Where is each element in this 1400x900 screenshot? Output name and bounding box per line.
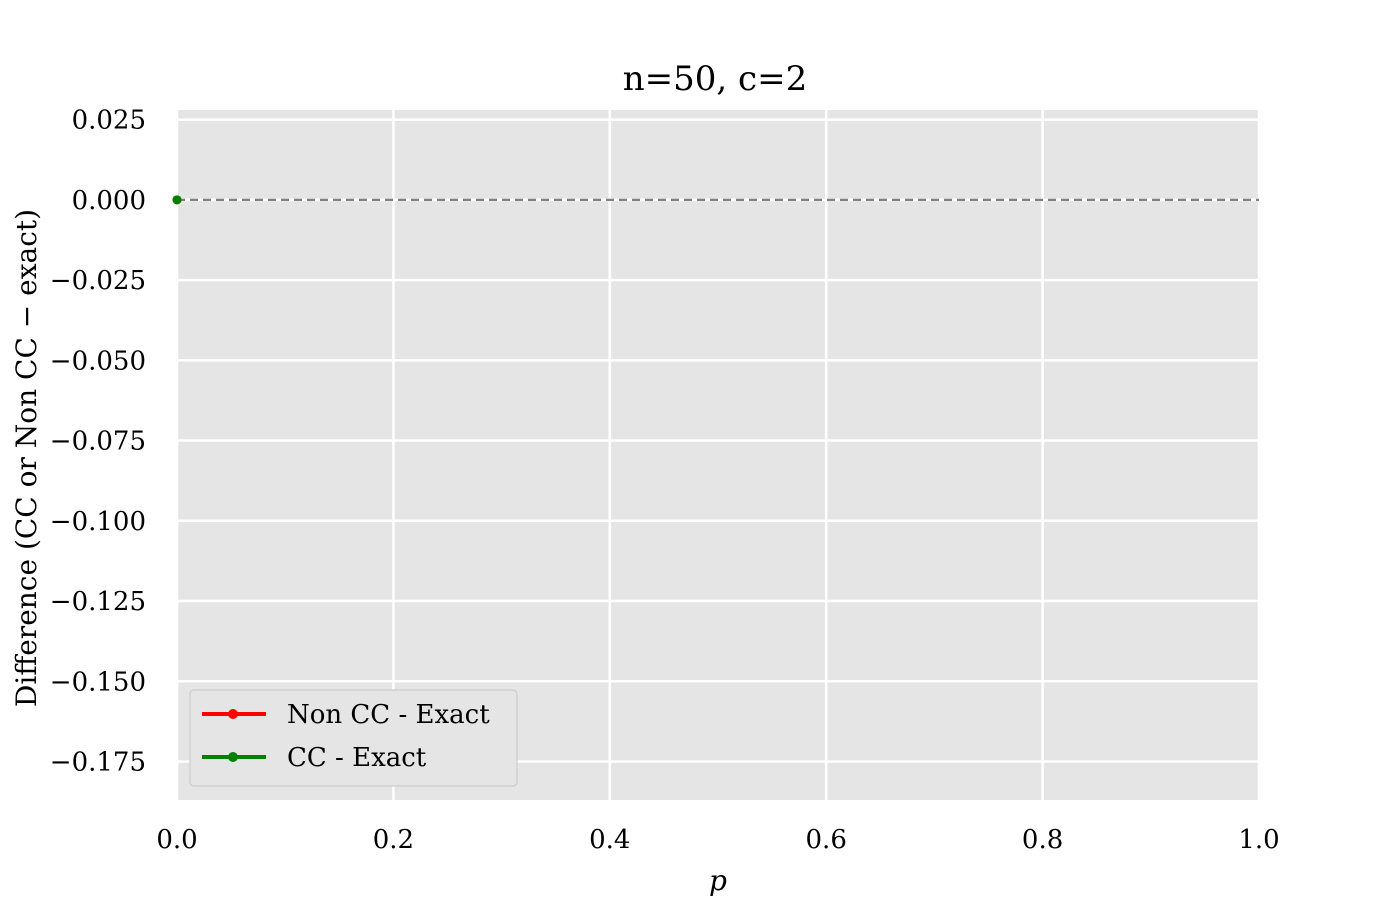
- legend-marker-cc: [228, 752, 238, 762]
- legend-label-cc: CC - Exact: [287, 743, 427, 773]
- legend-label-non-cc: Non CC - Exact: [287, 700, 490, 730]
- plot-area: [177, 110, 1259, 800]
- x-tick-label: 0.8: [1022, 825, 1063, 855]
- series-1: [172, 195, 182, 205]
- y-axis-label: Difference (CC or Non CC − exact): [10, 209, 43, 707]
- y-tick-labels: 0.025 0.000 −0.025 −0.050 −0.075 −0.100 −0.125…: [50, 106, 146, 778]
- y-tick-label: −0.150: [50, 667, 146, 697]
- y-tick-label: −0.125: [50, 587, 146, 617]
- x-tick-label: 0.6: [806, 825, 847, 855]
- legend: Non CC - Exact CC - Exact: [189, 689, 518, 787]
- x-tick-label: 0.0: [156, 825, 197, 855]
- y-tick-label: −0.050: [50, 346, 146, 376]
- x-tick-label: 1.0: [1238, 825, 1279, 855]
- y-tick-label: 0.025: [72, 106, 146, 136]
- series-group: [172, 195, 182, 205]
- y-tick-label: −0.075: [50, 427, 146, 457]
- legend-box: [189, 689, 518, 787]
- data-point: [172, 195, 182, 205]
- legend-marker-non-cc: [228, 709, 238, 719]
- y-tick-label: −0.100: [50, 507, 146, 537]
- x-axis-label: p: [709, 864, 727, 897]
- grid: [175, 110, 1261, 800]
- x-tick-label: 0.4: [589, 825, 630, 855]
- x-tick-labels: 0.0 0.2 0.4 0.6 0.8 1.0: [156, 825, 1279, 855]
- y-tick-label: −0.175: [50, 747, 146, 777]
- x-tick-label: 0.2: [373, 825, 414, 855]
- y-tick-label: 0.000: [72, 186, 146, 216]
- chart-title: n=50, c=2: [623, 59, 807, 99]
- y-tick-label: −0.025: [50, 266, 146, 296]
